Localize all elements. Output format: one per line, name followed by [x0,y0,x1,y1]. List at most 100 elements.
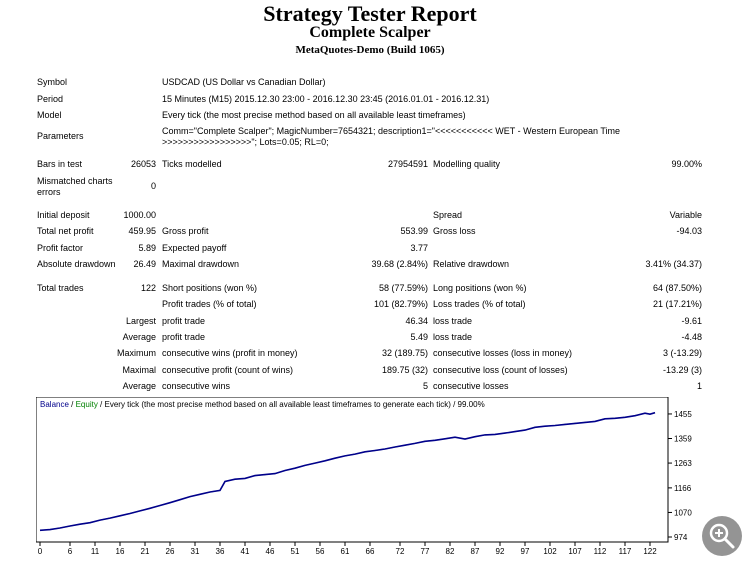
x-tick-label: 26 [166,547,175,556]
chart-legend: Balance / Equity / Every tick (the most … [40,400,485,409]
total-trades-value: 122 [140,283,156,293]
x-tick-label: 82 [446,547,455,556]
zoom-button[interactable] [702,516,742,556]
average2-label: Average [122,381,156,391]
short-positions-value: 58 (77.59%) [378,283,428,293]
x-tick-label: 87 [471,547,480,556]
x-tick-label: 66 [366,547,375,556]
y-tick-label: 1166 [674,484,692,493]
plot-area [36,397,669,543]
x-tick-label: 97 [521,547,530,556]
y-tick-label: 1359 [674,435,692,444]
legend-separator: / [69,400,76,409]
expert-name: Complete Scalper [309,24,431,41]
y-tick-label: 974 [674,533,688,542]
report-title: Strategy Tester Report [263,1,477,26]
x-tick-label: 16 [116,547,125,556]
expected-payoff-value: 3.77 [410,243,428,253]
rel-drawdown-label: Relative drawdown [433,259,510,269]
max-cons-wins-value: 32 (189.75) [381,348,428,358]
average-loss-label: loss trade [433,332,473,342]
server-build: MetaQuotes-Demo (Build 1065) [295,44,445,56]
legend-equity: Equity [76,400,98,409]
profit-trades-label: Profit trades (% of total) [162,299,257,309]
avg-cons-losses-label: consecutive losses [433,381,509,391]
profit-factor-label: Profit factor [37,243,84,253]
avg-cons-wins-value: 5 [422,381,428,391]
x-tick-label: 36 [216,547,225,556]
loss-trades-value: 21 (17.21%) [652,299,702,309]
maximal-profit-label: consecutive profit (count of wins) [162,365,294,375]
quality-label: Modelling quality [433,159,501,169]
balance-chart: Balance / Equity / Every tick (the most … [36,397,742,559]
x-tick-label: 107 [568,547,582,556]
average-label: Average [122,332,156,342]
net-profit-value: 459.95 [128,226,156,236]
max-drawdown-value: 39.68 (2.84%) [371,259,428,269]
parameters-label: Parameters [37,131,84,141]
max-drawdown-label: Maximal drawdown [162,259,240,269]
x-tick-label: 92 [496,547,505,556]
y-tick-label: 1070 [674,508,692,517]
maximal-loss-value: -13.29 (3) [662,365,702,375]
long-positions-value: 64 (87.50%) [652,283,702,293]
symbol-value: USDCAD (US Dollar vs Canadian Dollar) [162,77,326,87]
deposit-label: Initial deposit [37,210,90,220]
abs-drawdown-label: Absolute drawdown [37,259,116,269]
x-tick-label: 56 [316,547,325,556]
x-tick-label: 0 [38,547,43,556]
ticks-value: 27954591 [387,159,428,169]
model-value: Every tick (the most precise method base… [162,110,466,120]
avg-cons-wins-label: consecutive wins [162,381,231,391]
chart-svg: Balance / Equity / Every tick (the most … [36,397,692,556]
average-profit-value: 5.49 [410,332,428,342]
x-tick-label: 122 [643,547,657,556]
gross-profit-value: 553.99 [400,226,428,236]
x-tick-label: 11 [91,547,100,556]
symbol-label: Symbol [37,77,68,87]
model-label: Model [37,110,62,120]
largest-loss-value: -9.61 [681,316,702,326]
expected-payoff-label: Expected payoff [162,243,227,253]
average-loss-value: -4.48 [681,332,702,342]
legend-description: / Every tick (the most precise method ba… [98,400,485,409]
quality-value: 99.00% [671,159,702,169]
period-value: 15 Minutes (M15) 2015.12.30 23:00 - 2016… [162,94,490,104]
x-tick-label: 46 [266,547,275,556]
x-tick-label: 61 [341,547,350,556]
deposit-value: 1000.00 [123,210,156,220]
largest-loss-label: loss trade [433,316,473,326]
x-tick-label: 77 [421,547,430,556]
gross-loss-label: Gross loss [433,226,476,236]
maximal-loss-label: consecutive loss (count of losses) [433,365,568,375]
x-tick-label: 117 [619,547,632,556]
gross-profit-label: Gross profit [162,226,209,236]
x-tick-label: 31 [191,547,200,556]
profit-factor-value: 5.89 [138,243,156,253]
spread-label: Spread [433,210,463,220]
mismatch-label: Mismatched charts errors [37,176,113,197]
maximal-profit-value: 189.75 (32) [381,365,428,375]
short-positions-label: Short positions (won %) [162,283,258,293]
x-tick-label: 112 [594,547,607,556]
period-label: Period [37,94,64,104]
spread-value: Variable [669,210,702,220]
bars-label: Bars in test [37,159,83,169]
total-trades-label: Total trades [37,283,84,293]
bars-value: 26053 [130,159,156,169]
y-tick-label: 1263 [674,459,692,468]
legend-balance: Balance [40,400,69,409]
gross-loss-value: -94.03 [676,226,702,236]
maximum-label: Maximum [116,348,156,358]
profit-trades-value: 101 (82.79%) [373,299,428,309]
x-tick-label: 41 [241,547,250,556]
net-profit-label: Total net profit [37,226,94,236]
rel-drawdown-value: 3.41% (34.37) [645,259,702,269]
x-tick-label: 21 [141,547,150,556]
largest-label: Largest [125,316,156,326]
loss-trades-label: Loss trades (% of total) [433,299,526,309]
maximal-label: Maximal [122,365,156,375]
avg-cons-losses-value: 1 [696,381,702,391]
zoom-in-icon [709,523,735,549]
average-profit-label: profit trade [162,332,206,342]
